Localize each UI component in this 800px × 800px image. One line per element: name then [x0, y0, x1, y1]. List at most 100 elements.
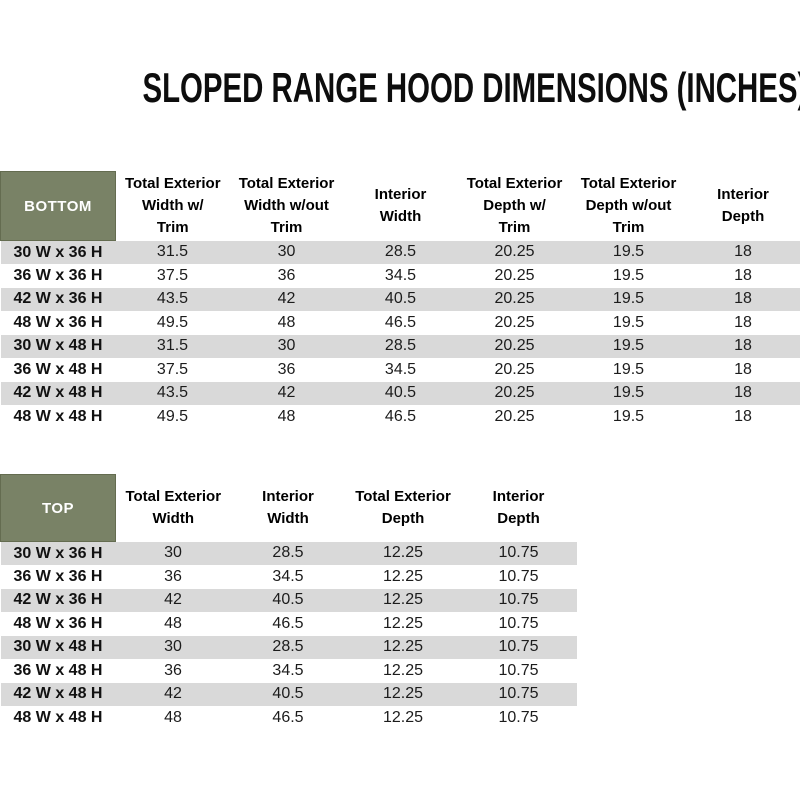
table-row: 48 W x 36 H 49.5 48 46.5 20.25 19.5 18 [0, 311, 800, 335]
dimension-cell: 48 [164, 708, 182, 726]
dimension-cell: 40.5 [272, 685, 304, 703]
table-row: 48 W x 36 H 48 46.5 12.25 10.75 [0, 612, 577, 636]
dimension-cell: 34.5 [384, 266, 417, 284]
table-row: 42 W x 36 H 42 40.5 12.25 10.75 [0, 588, 577, 612]
size-label: 30 W x 48 H [13, 337, 103, 355]
dimension-cell: 19.5 [612, 337, 645, 355]
size-label: 36 W x 48 H [13, 661, 103, 679]
dimension-cell: 10.75 [498, 567, 539, 585]
size-label: 36 W x 48 H [13, 360, 103, 378]
dimension-cell: 48 [164, 614, 182, 632]
dimension-cell: 12.25 [382, 638, 424, 656]
dimension-cell: 12.25 [382, 614, 424, 632]
size-label: 48 W x 48 H [13, 708, 103, 726]
dimension-cell: 28.5 [384, 243, 417, 261]
table-row: 42 W x 36 H 43.5 42 40.5 20.25 19.5 18 [0, 287, 800, 311]
size-label: 42 W x 36 H [13, 290, 103, 308]
size-label: 48 W x 36 H [13, 614, 103, 632]
dimension-cell: 10.75 [498, 661, 539, 679]
bottom-dimensions-table: BOTTOM Total Exterior Width w/ Trim Tota… [0, 171, 800, 429]
size-label: 48 W x 36 H [13, 313, 103, 331]
dimension-cell: 42 [277, 384, 296, 402]
dimension-cell: 43.5 [156, 384, 189, 402]
dimension-cell: 36 [164, 567, 182, 585]
dimension-cell: 10.75 [498, 638, 539, 656]
dimension-cell: 31.5 [156, 243, 189, 261]
dimension-cell: 42 [164, 685, 182, 703]
dimension-cell: 31.5 [156, 337, 189, 355]
table-row: 36 W x 48 H 37.5 36 34.5 20.25 19.5 18 [0, 358, 800, 382]
dimension-cell: 18 [734, 407, 752, 425]
bottom-section-label: BOTTOM [0, 171, 116, 241]
dimension-cell: 43.5 [156, 290, 189, 308]
top-dimensions-table: TOP Total Exterior Width Interior Width … [0, 474, 577, 730]
table-row: 30 W x 48 H 30 28.5 12.25 10.75 [0, 635, 577, 659]
table-row: 36 W x 48 H 36 34.5 12.25 10.75 [0, 659, 577, 683]
table-row: 48 W x 48 H 49.5 48 46.5 20.25 19.5 18 [0, 405, 800, 429]
size-label: 30 W x 36 H [13, 544, 103, 562]
dimension-cell: 30 [164, 638, 182, 656]
dimension-cell: 36 [277, 360, 296, 378]
dimension-cell: 20.25 [494, 407, 535, 425]
size-label: 42 W x 48 H [13, 685, 103, 703]
dimension-cell: 49.5 [156, 313, 189, 331]
size-label: 36 W x 36 H [13, 266, 103, 284]
dimension-cell: 18 [734, 337, 752, 355]
column-header: Interior Width [230, 474, 346, 542]
top-header-row: TOP Total Exterior Width Interior Width … [0, 474, 577, 542]
dimension-cell: 12.25 [382, 708, 424, 726]
dimension-cell: 30 [277, 243, 296, 261]
size-label: 48 W x 48 H [13, 407, 103, 425]
dimension-cell: 10.75 [498, 614, 539, 632]
table-row: 42 W x 48 H 42 40.5 12.25 10.75 [0, 682, 577, 706]
column-header: Interior Depth [685, 171, 800, 241]
dimension-cell: 20.25 [494, 243, 535, 261]
column-header: Total Exterior Depth [345, 474, 461, 542]
column-header: Total Exterior Depth w/ Trim [457, 171, 572, 241]
column-header: Total Exterior Width w/ Trim [115, 171, 230, 241]
dimension-cell: 46.5 [384, 313, 417, 331]
page-title-wrap: SLOPED RANGE HOOD DIMENSIONS (INCHES) [0, 64, 800, 112]
dimension-cell: 10.75 [498, 544, 539, 562]
dimension-cell: 49.5 [156, 407, 189, 425]
dimension-cell: 12.25 [382, 685, 424, 703]
dimension-cell: 12.25 [382, 544, 424, 562]
column-header: Total Exterior Width [115, 474, 231, 542]
dimension-cell: 19.5 [612, 243, 645, 261]
dimension-cell: 40.5 [384, 384, 417, 402]
dimension-cell: 12.25 [382, 567, 424, 585]
dimension-cell: 30 [164, 544, 182, 562]
bottom-header-row: BOTTOM Total Exterior Width w/ Trim Tota… [0, 171, 800, 241]
dimension-cell: 42 [277, 290, 296, 308]
dimension-cell: 30 [277, 337, 296, 355]
dimension-cell: 46.5 [384, 407, 417, 425]
column-header: Total Exterior Width w/out Trim [229, 171, 344, 241]
dimension-cell: 40.5 [272, 591, 304, 609]
dimension-cell: 12.25 [382, 661, 424, 679]
table-row: 48 W x 48 H 48 46.5 12.25 10.75 [0, 706, 577, 730]
dimension-cell: 19.5 [612, 290, 645, 308]
column-header: Interior Width [343, 171, 458, 241]
dimension-cell: 37.5 [156, 360, 189, 378]
dimension-cell: 42 [164, 591, 182, 609]
table-row: 30 W x 48 H 31.5 30 28.5 20.25 19.5 18 [0, 334, 800, 358]
dimension-cell: 28.5 [272, 638, 304, 656]
dimension-cell: 19.5 [612, 313, 645, 331]
dimension-cell: 20.25 [494, 384, 535, 402]
dimension-cell: 10.75 [498, 685, 539, 703]
dimension-cell: 19.5 [612, 266, 645, 284]
dimension-cell: 20.25 [494, 266, 535, 284]
dimension-cell: 19.5 [612, 407, 645, 425]
size-label: 36 W x 36 H [13, 567, 103, 585]
size-label: 42 W x 36 H [13, 591, 103, 609]
dimension-cell: 46.5 [272, 614, 304, 632]
dimension-cell: 19.5 [612, 360, 645, 378]
dimension-cell: 10.75 [498, 708, 539, 726]
table-row: 42 W x 48 H 43.5 42 40.5 20.25 19.5 18 [0, 381, 800, 405]
dimension-cell: 18 [734, 384, 752, 402]
size-label: 30 W x 48 H [13, 638, 103, 656]
dimension-cell: 20.25 [494, 360, 535, 378]
dimension-cell: 46.5 [272, 708, 304, 726]
dimension-cell: 20.25 [494, 337, 535, 355]
table-row: 36 W x 36 H 37.5 36 34.5 20.25 19.5 18 [0, 264, 800, 288]
